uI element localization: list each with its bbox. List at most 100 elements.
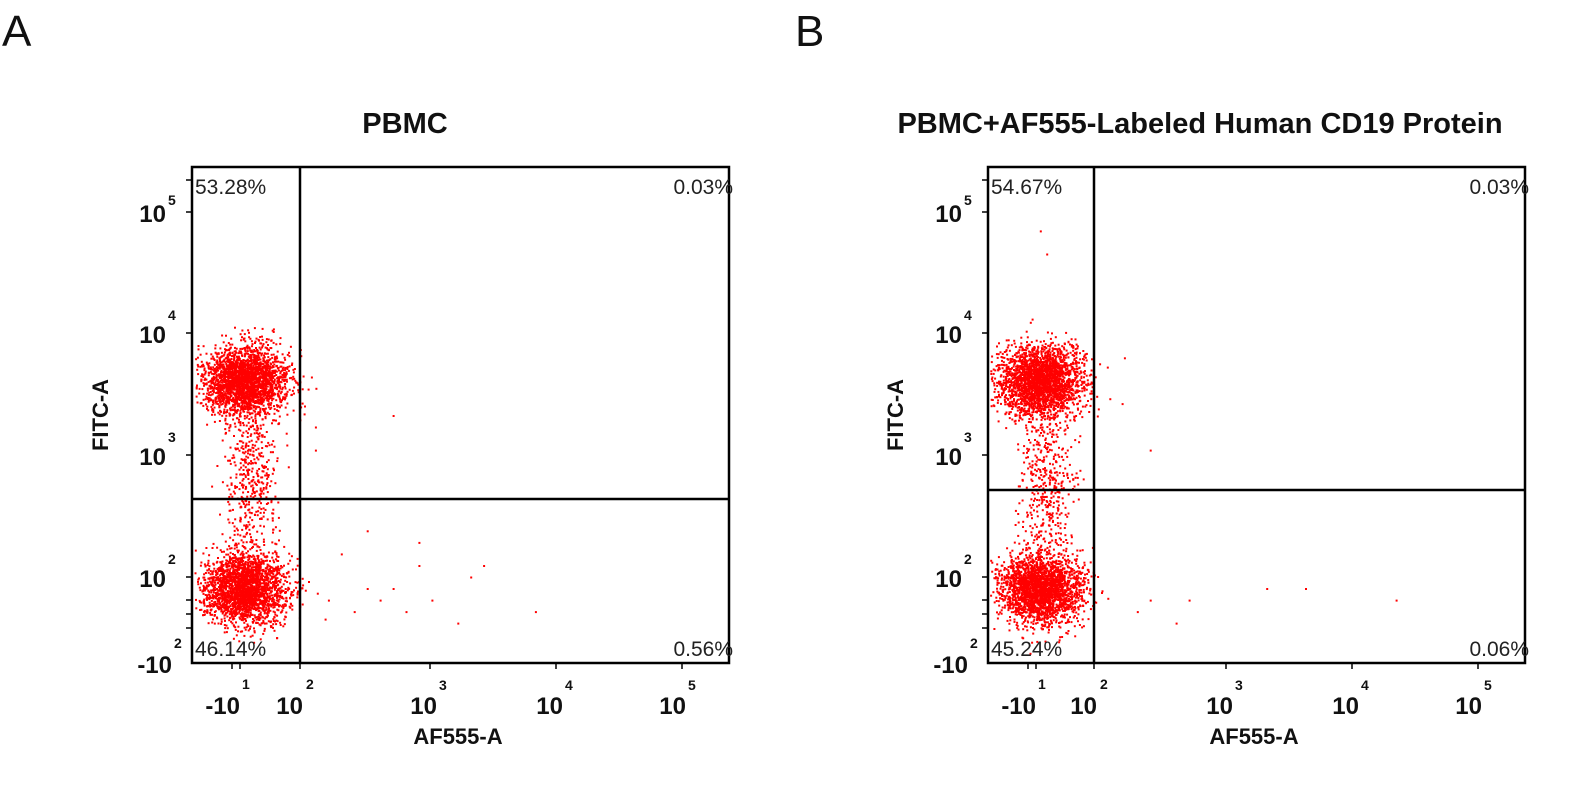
scatter-point bbox=[261, 344, 264, 347]
scatter-point bbox=[227, 590, 229, 593]
scatter-point bbox=[256, 396, 259, 399]
scatter-point bbox=[205, 547, 208, 549]
scatter-point bbox=[219, 386, 222, 389]
scatter-point bbox=[262, 343, 265, 346]
scatter-point bbox=[254, 415, 257, 418]
scatter-point bbox=[242, 422, 245, 424]
scatter-point bbox=[271, 597, 274, 599]
scatter-point bbox=[212, 409, 215, 412]
scatter-point bbox=[249, 581, 252, 584]
scatter-point bbox=[244, 391, 247, 394]
scatter-point bbox=[275, 553, 278, 556]
scatter-point bbox=[248, 385, 251, 388]
scatter-point bbox=[253, 368, 256, 371]
scatter-point bbox=[281, 386, 284, 389]
scatter-point bbox=[244, 406, 247, 409]
scatter-point bbox=[241, 362, 244, 365]
scatter-point bbox=[243, 610, 246, 613]
scatter-point bbox=[243, 333, 246, 336]
scatter-point bbox=[216, 395, 219, 398]
scatter-point bbox=[276, 603, 278, 606]
scatter-point bbox=[255, 618, 258, 621]
scatter-point bbox=[272, 581, 274, 583]
scatter-point bbox=[269, 580, 271, 583]
scatter-point bbox=[224, 394, 227, 397]
scatter-point bbox=[261, 368, 264, 371]
scatter-point bbox=[232, 354, 235, 357]
scatter-point bbox=[284, 603, 287, 606]
scatter-point bbox=[229, 587, 232, 590]
scatter-point bbox=[223, 408, 226, 411]
scatter-point bbox=[246, 361, 249, 364]
scatter-point bbox=[259, 411, 262, 414]
scatter-point bbox=[245, 573, 248, 576]
scatter-point bbox=[234, 568, 237, 571]
scatter-point bbox=[223, 587, 226, 590]
scatter-point bbox=[259, 600, 262, 603]
scatter-point bbox=[238, 586, 241, 588]
scatter-point bbox=[244, 618, 247, 620]
scatter-point bbox=[258, 369, 261, 372]
scatter-point bbox=[281, 367, 284, 370]
scatter-point bbox=[231, 587, 234, 590]
scatter-point bbox=[239, 412, 242, 414]
scatter-point bbox=[257, 368, 259, 371]
scatter-point bbox=[207, 622, 210, 625]
scatter-point bbox=[263, 627, 266, 630]
scatter-point bbox=[225, 606, 227, 609]
scatter-point bbox=[239, 415, 242, 418]
scatter-point bbox=[252, 393, 255, 396]
scatter-point bbox=[273, 588, 276, 591]
scatter-point bbox=[233, 350, 236, 353]
scatter-point bbox=[224, 627, 227, 630]
scatter-point bbox=[233, 406, 236, 409]
scatter-point bbox=[251, 370, 254, 373]
scatter-point bbox=[293, 392, 295, 395]
scatter-point bbox=[279, 372, 282, 375]
scatter-point bbox=[258, 356, 261, 359]
scatter-point bbox=[238, 382, 241, 385]
scatter-point bbox=[245, 593, 248, 596]
scatter-point bbox=[265, 369, 268, 372]
scatter-point bbox=[211, 385, 214, 388]
scatter-point bbox=[228, 349, 230, 351]
scatter-point bbox=[223, 556, 226, 559]
scatter-point bbox=[286, 390, 289, 393]
scatter-point bbox=[198, 599, 201, 602]
scatter-point bbox=[258, 596, 261, 599]
scatter-point bbox=[232, 553, 234, 555]
scatter-point bbox=[270, 575, 273, 578]
scatter-point bbox=[275, 355, 278, 358]
scatter-point bbox=[239, 606, 242, 609]
scatter-point bbox=[228, 575, 231, 578]
scatter-point bbox=[243, 583, 246, 586]
scatter-point bbox=[227, 365, 230, 368]
scatter-point bbox=[232, 603, 235, 606]
scatter-point bbox=[205, 403, 207, 406]
scatter-point bbox=[244, 377, 247, 379]
scatter-point bbox=[214, 396, 217, 399]
scatter-point bbox=[286, 402, 289, 405]
scatter-point bbox=[238, 588, 241, 590]
scatter-point bbox=[260, 427, 262, 430]
scatter-point bbox=[284, 579, 287, 582]
scatter-point bbox=[246, 358, 249, 361]
scatter-point bbox=[211, 413, 213, 416]
scatter-point bbox=[274, 384, 277, 387]
scatter-point bbox=[216, 616, 218, 619]
scatter-point bbox=[247, 398, 250, 401]
scatter-point bbox=[240, 339, 243, 342]
scatter-point bbox=[259, 424, 262, 427]
scatter-point bbox=[283, 380, 286, 383]
scatter-point bbox=[257, 578, 259, 581]
scatter-point bbox=[239, 553, 242, 556]
scatter-point bbox=[232, 616, 235, 619]
scatter-point bbox=[196, 356, 199, 359]
scatter-point bbox=[249, 564, 251, 567]
scatter-point bbox=[221, 568, 224, 571]
scatter-point bbox=[203, 614, 206, 616]
scatter-point bbox=[277, 393, 279, 396]
scatter-point bbox=[241, 406, 244, 409]
scatter-point bbox=[203, 602, 206, 605]
scatter-point bbox=[250, 588, 253, 590]
